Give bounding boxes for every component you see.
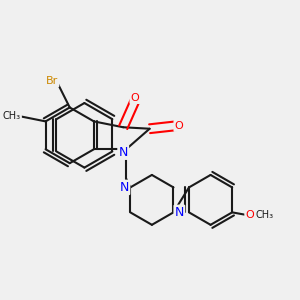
Text: O: O — [175, 121, 183, 131]
Text: CH₃: CH₃ — [255, 210, 274, 220]
Text: N: N — [118, 146, 128, 159]
Text: Br: Br — [46, 76, 58, 86]
Text: O: O — [245, 210, 254, 220]
Text: O: O — [130, 93, 139, 103]
Text: N: N — [120, 181, 129, 194]
Text: CH₃: CH₃ — [3, 110, 21, 121]
Text: N: N — [175, 206, 184, 219]
